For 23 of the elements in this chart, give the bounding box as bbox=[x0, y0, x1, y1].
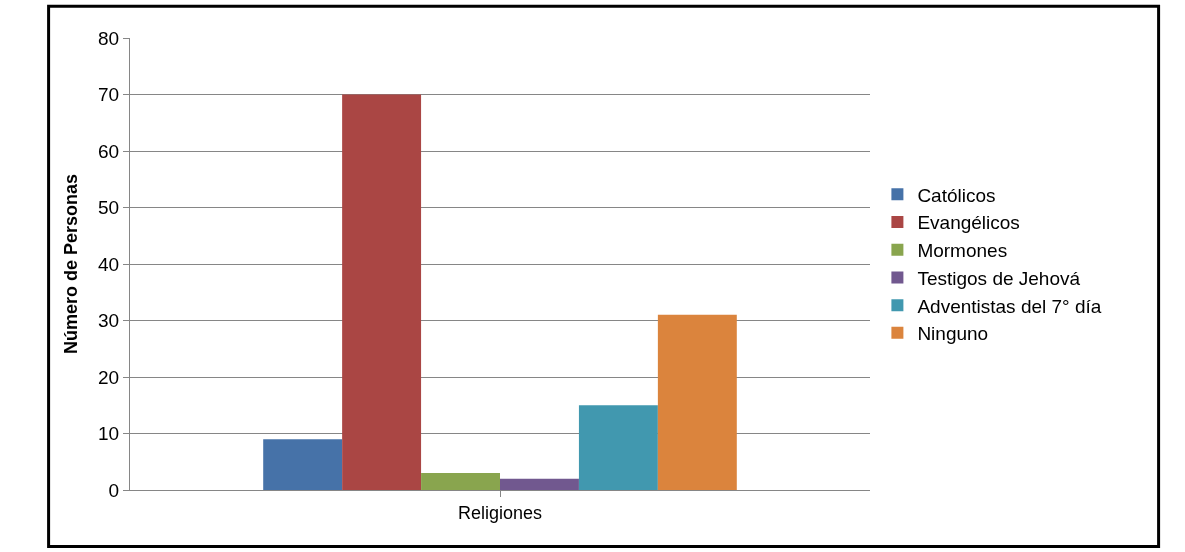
y-tick-label: 60 bbox=[98, 140, 120, 162]
y-tick-label: 80 bbox=[98, 27, 120, 49]
legend-label: Testigos de Jehová bbox=[917, 267, 1081, 289]
bar bbox=[342, 94, 422, 490]
bar bbox=[500, 478, 579, 490]
bar bbox=[657, 314, 737, 490]
legend-label: Católicos bbox=[917, 184, 996, 206]
y-tick-label: 0 bbox=[108, 479, 120, 501]
y-tick-label: 20 bbox=[98, 366, 120, 388]
legend-label: Ninguno bbox=[917, 323, 989, 345]
y-tick-label: 70 bbox=[98, 84, 120, 106]
bar bbox=[578, 405, 658, 490]
y-tick-label: 10 bbox=[98, 423, 120, 445]
y-tick-label: 30 bbox=[98, 310, 120, 332]
y-tick-label: 50 bbox=[98, 197, 120, 219]
y-axis-title: Número de Personas bbox=[61, 173, 82, 355]
legend-label: Mormones bbox=[917, 240, 1008, 262]
bar bbox=[421, 473, 500, 490]
bar bbox=[263, 439, 343, 490]
legend-label: Adventistas del 7° día bbox=[917, 295, 1102, 317]
legend-label: Evangélicos bbox=[917, 212, 1020, 234]
x-tick-label: Religiones bbox=[457, 502, 543, 523]
y-tick-label: 40 bbox=[98, 253, 120, 275]
